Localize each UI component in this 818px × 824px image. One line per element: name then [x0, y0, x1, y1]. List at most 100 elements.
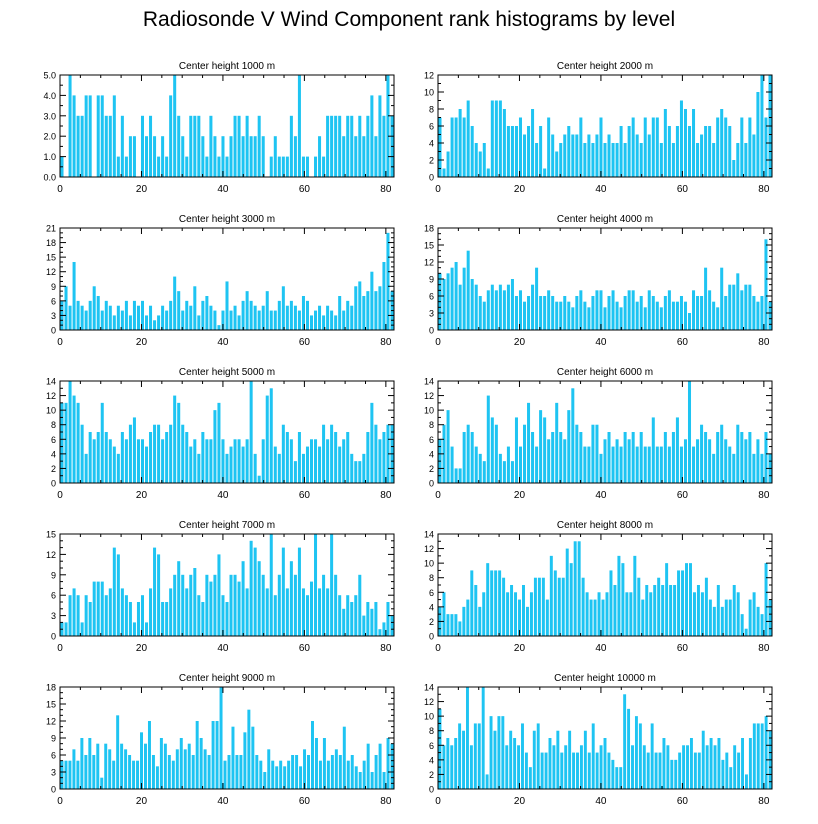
- histogram-bar: [314, 310, 318, 330]
- histogram-bar: [539, 126, 543, 177]
- histogram-bar: [442, 592, 446, 636]
- histogram-bar: [189, 446, 193, 483]
- histogram-bar: [603, 143, 607, 177]
- histogram-bar: [736, 592, 740, 636]
- histogram-bar: [159, 738, 163, 789]
- histogram-bar: [736, 143, 740, 177]
- histogram-bar: [189, 574, 193, 636]
- histogram-bar: [732, 453, 736, 483]
- histogram-bar: [96, 95, 100, 177]
- histogram-bar: [653, 585, 657, 636]
- histogram-bar: [466, 599, 470, 636]
- y-tick-label: 12: [424, 544, 434, 554]
- histogram-bar: [241, 561, 245, 636]
- histogram-bar: [643, 446, 647, 483]
- y-tick-label: 9: [51, 570, 56, 580]
- histogram-bar: [386, 424, 390, 483]
- histogram-bar: [607, 134, 611, 177]
- histogram-bar: [541, 577, 545, 636]
- histogram-bar: [705, 745, 709, 789]
- histogram-bar: [631, 432, 635, 483]
- histogram-bar: [442, 168, 446, 177]
- histogram-bar: [362, 136, 366, 177]
- histogram-bar: [96, 581, 100, 636]
- histogram-bar: [525, 606, 529, 636]
- y-tick-label: 21: [46, 224, 56, 234]
- histogram-bar: [744, 143, 748, 177]
- histogram-bar: [599, 290, 603, 330]
- histogram-bar: [666, 745, 670, 789]
- histogram-bar: [548, 738, 552, 789]
- histogram-bar: [615, 439, 619, 483]
- histogram-bar: [112, 446, 116, 483]
- histogram-bar: [293, 574, 297, 636]
- histogram-bar: [615, 143, 619, 177]
- histogram-bar: [161, 136, 165, 177]
- histogram-bar: [322, 424, 326, 483]
- histogram-bar: [227, 755, 231, 789]
- panel-title: Center height 1000 m: [179, 61, 275, 72]
- histogram-bar: [140, 439, 144, 483]
- histogram-bar: [760, 723, 764, 789]
- histogram-bar: [80, 115, 84, 177]
- y-tick-label: 12: [424, 697, 434, 707]
- histogram-bar: [358, 772, 362, 789]
- y-tick-label: 0: [51, 479, 56, 489]
- y-tick-label: 0: [429, 785, 434, 795]
- y-tick-label: 6: [51, 296, 56, 306]
- y-tick-label: 2: [429, 464, 434, 474]
- histogram-bar: [599, 745, 603, 789]
- histogram-bar: [358, 461, 362, 483]
- histogram-bar: [185, 588, 189, 636]
- histogram-bar: [587, 752, 591, 789]
- histogram-bar: [334, 315, 338, 330]
- histogram-bar: [637, 577, 641, 636]
- histogram-bar: [112, 315, 116, 330]
- histogram-bar: [510, 279, 514, 330]
- x-tick-label: 60: [677, 184, 689, 195]
- histogram-bar: [219, 687, 223, 789]
- histogram-bar: [478, 453, 482, 483]
- histogram-bar: [764, 563, 768, 636]
- y-tick-label: 2: [429, 156, 434, 166]
- histogram-bar: [173, 276, 177, 330]
- histogram-bar: [728, 599, 732, 636]
- histogram-bar: [675, 417, 679, 483]
- histogram-bar: [251, 726, 255, 789]
- histogram-bar: [213, 136, 217, 177]
- histogram-bar: [619, 767, 623, 789]
- plot-frame: [59, 533, 395, 637]
- histogram-bar: [370, 772, 374, 789]
- histogram-bar: [318, 305, 322, 330]
- histogram-bar: [277, 300, 281, 330]
- histogram-bar: [72, 749, 76, 789]
- histogram-bar: [709, 738, 713, 789]
- histogram-bar: [149, 305, 153, 330]
- histogram-bar: [493, 730, 497, 789]
- histogram-bar: [595, 290, 599, 330]
- histogram-bar: [555, 151, 559, 177]
- histogram-bar: [635, 134, 639, 177]
- histogram-bar: [607, 432, 611, 483]
- histogram-bar: [615, 767, 619, 789]
- histogram-bar: [623, 694, 627, 789]
- histogram-bar: [322, 156, 326, 177]
- histogram-bar: [462, 730, 466, 789]
- histogram-bar: [544, 752, 548, 789]
- y-tick-label: 2: [51, 464, 56, 474]
- histogram-panel: Center height 6000 m 0 20 40 60 80 0 2 4 6 8 10 12 14: [424, 367, 773, 501]
- histogram-bar: [551, 432, 555, 483]
- x-tick-label: 20: [136, 796, 148, 807]
- histogram-bar: [104, 595, 108, 636]
- histogram-bar: [446, 151, 450, 177]
- histogram-bar: [704, 577, 708, 636]
- histogram-bar: [330, 534, 334, 636]
- histogram-bar: [575, 296, 579, 330]
- histogram-bar: [104, 300, 108, 330]
- histogram-bar: [362, 760, 366, 789]
- x-tick-label: 20: [136, 643, 148, 654]
- y-tick-label: 12: [46, 391, 56, 401]
- histogram-bar: [267, 749, 271, 789]
- histogram-bar: [744, 284, 748, 330]
- histogram-bar: [249, 300, 253, 330]
